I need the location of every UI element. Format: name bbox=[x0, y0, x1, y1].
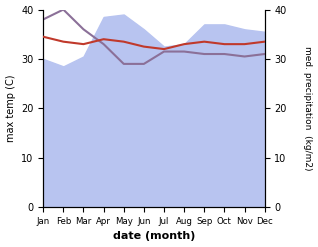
Y-axis label: med. precipitation  (kg/m2): med. precipitation (kg/m2) bbox=[303, 46, 313, 171]
Y-axis label: max temp (C): max temp (C) bbox=[5, 75, 16, 142]
X-axis label: date (month): date (month) bbox=[113, 231, 195, 242]
